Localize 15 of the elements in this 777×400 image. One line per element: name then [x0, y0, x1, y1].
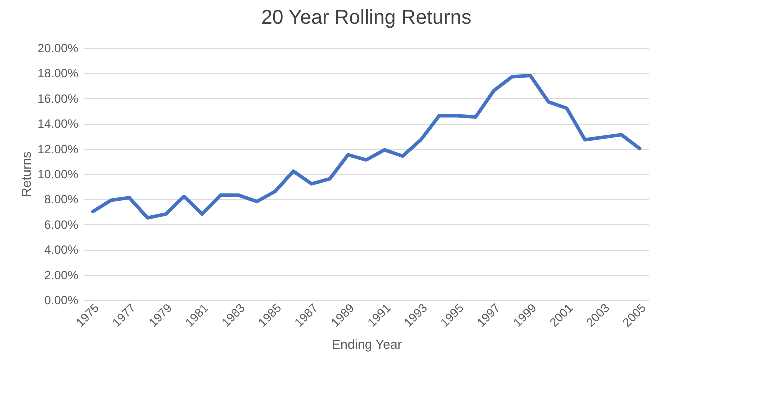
y-tick-label: 6.00% — [44, 218, 79, 232]
y-tick-label: 4.00% — [44, 243, 79, 258]
y-tick-label: 10.00% — [38, 168, 79, 182]
y-tick-label: 2.00% — [44, 268, 79, 282]
y-tick-label: 18.00% — [38, 66, 79, 81]
chart-title: 20 Year Rolling Returns — [261, 7, 472, 29]
y-tick-label: 20.00% — [38, 42, 79, 56]
y-tick-label: 0.00% — [44, 294, 79, 308]
y-tick-label: 8.00% — [44, 192, 79, 207]
y-tick-label: 16.00% — [38, 92, 79, 106]
y-axis-title: Returns — [18, 151, 34, 198]
line-series — [91, 74, 642, 220]
x-axis-title: Ending Year — [332, 337, 403, 352]
y-tick-label: 14.00% — [38, 117, 79, 132]
y-tick-label: 12.00% — [38, 142, 79, 156]
